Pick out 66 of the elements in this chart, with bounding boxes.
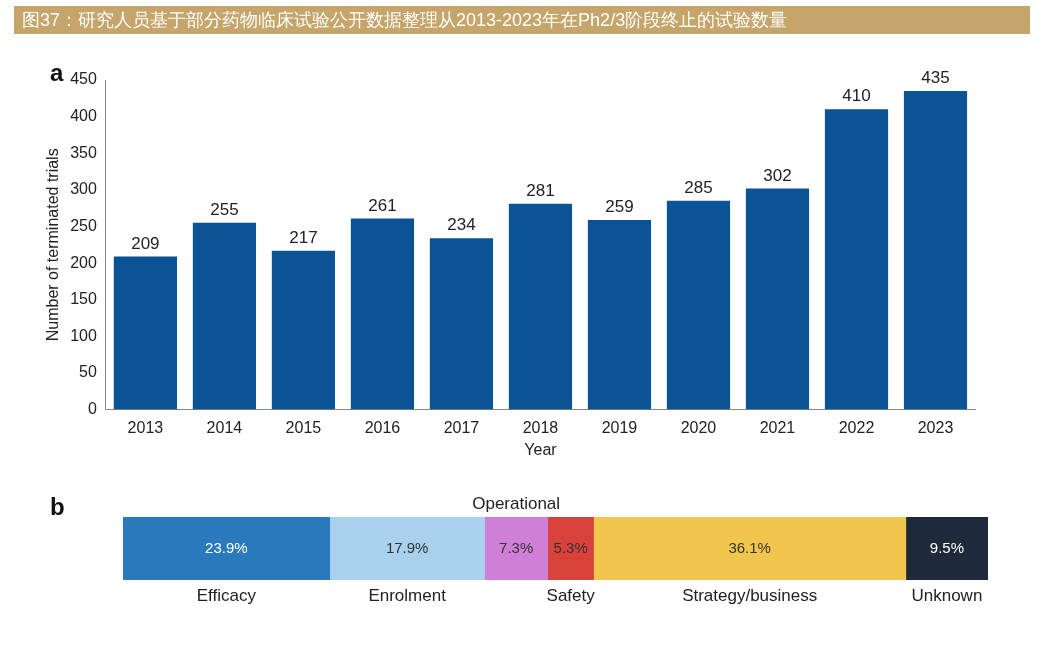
data-label: 302	[763, 165, 792, 185]
bar	[429, 238, 494, 410]
data-label: 261	[368, 195, 397, 215]
data-label: 285	[684, 178, 713, 198]
bar	[905, 517, 988, 580]
x-tick-label: 2018	[522, 418, 559, 436]
bar	[547, 517, 594, 580]
chart-title: 图37：研究人员基于部分药物临床试验公开数据整理从2013-2023年在Ph2/3阶段终止的试验数量	[14, 6, 1030, 34]
x-tick-label: 2016	[364, 418, 401, 436]
x-tick-label: 2017	[443, 418, 480, 436]
data-label: 259	[605, 197, 634, 217]
data-label: 255	[210, 200, 239, 220]
bar	[350, 218, 415, 410]
y-tick-label: 50	[79, 363, 97, 381]
bar	[745, 188, 810, 410]
bar	[666, 200, 731, 410]
y-axis-title: Number of terminated trials	[44, 148, 62, 342]
bar	[593, 517, 907, 580]
y-tick-label: 300	[70, 180, 97, 198]
data-label: 234	[447, 215, 476, 235]
data-label: 281	[526, 180, 555, 200]
bar	[192, 222, 257, 410]
data-label: 209	[131, 233, 160, 253]
text: b	[50, 492, 65, 520]
bar	[508, 203, 573, 410]
text: Operational	[472, 494, 561, 514]
series-label: Enrolment	[368, 586, 447, 606]
data-label: 217	[289, 227, 318, 247]
x-tick-label: 2022	[838, 418, 875, 436]
bar	[484, 517, 549, 580]
data-label: 435	[921, 68, 950, 88]
x-tick-label: 2021	[759, 418, 796, 436]
data-label: 9.5%	[929, 538, 965, 556]
x-tick-label: 2020	[680, 418, 717, 436]
data-label: 5.3%	[553, 538, 588, 556]
y-tick-label: 150	[70, 290, 97, 308]
y-tick-label: 350	[70, 143, 97, 161]
x-tick-label: 2013	[127, 418, 164, 436]
text: a	[50, 58, 64, 86]
data-label: 17.9%	[385, 538, 429, 556]
series-label: Safety	[546, 586, 596, 606]
y-tick-label: 450	[70, 70, 97, 88]
bar	[113, 256, 177, 410]
bar	[271, 250, 336, 410]
y-tick-label: 100	[70, 326, 97, 344]
x-tick-label: 2023	[917, 418, 954, 436]
x-tick-label: 2014	[206, 418, 243, 436]
x-axis-title: Year	[524, 440, 558, 458]
data-label: 410	[842, 86, 871, 106]
bar	[123, 517, 331, 580]
x-tick-label: 2019	[601, 418, 638, 436]
x-tick-label: 2015	[285, 418, 322, 436]
bar	[824, 109, 889, 410]
data-label: 23.9%	[205, 538, 248, 556]
data-label: 36.1%	[728, 538, 771, 556]
y-tick-label: 250	[70, 216, 97, 234]
y-tick-label: 200	[70, 253, 97, 271]
y-tick-label: 400	[70, 107, 97, 125]
data-label: 7.3%	[499, 538, 534, 556]
bar	[329, 517, 485, 580]
series-label: Efficacy	[196, 586, 257, 606]
bar	[903, 90, 968, 410]
series-label: Unknown	[911, 586, 983, 606]
series-label: Strategy/business	[682, 586, 818, 606]
bar	[587, 219, 652, 410]
y-tick-label: 0	[87, 400, 97, 418]
